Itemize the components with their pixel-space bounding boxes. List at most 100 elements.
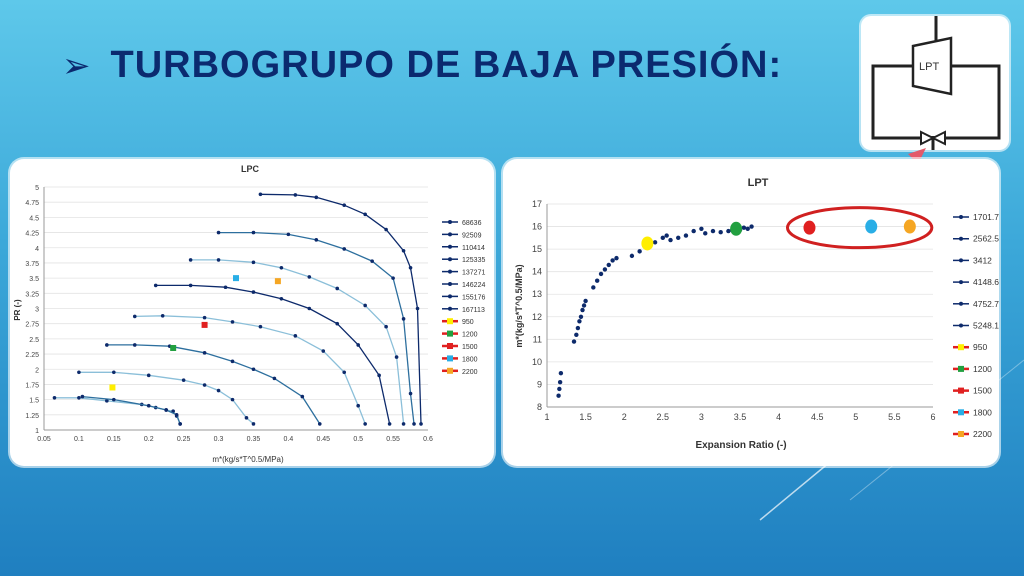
y-tick-label: 12	[532, 312, 542, 322]
data-point	[202, 315, 207, 320]
lpc-chart-panel: LPC PR (-) m*(kg/s*T^0.5/MPa) 1 1.25 1.5 1.…	[10, 159, 494, 466]
x-tick-label: 1	[544, 412, 549, 422]
x-tick-label: 0.25	[177, 436, 191, 443]
legend-label: 1500	[973, 386, 992, 396]
data-point	[146, 373, 151, 378]
data-point	[202, 383, 207, 387]
data-point	[574, 332, 579, 338]
y-tick-label: 1.5	[29, 398, 39, 405]
data-point	[216, 388, 221, 393]
data-point	[279, 296, 284, 301]
legend-marker	[958, 387, 964, 394]
data-point	[384, 227, 388, 232]
lpc-chart: LPC PR (-) m*(kg/s*T^0.5/MPa) 1 1.25 1.5 1.…	[13, 164, 485, 464]
data-point	[77, 396, 81, 400]
y-tick-label: 4.5	[29, 215, 39, 222]
x-tick-label: 0.4	[283, 436, 293, 443]
data-point	[598, 271, 604, 277]
y-tick-label: 17	[532, 199, 542, 209]
y-tick-label: 2.25	[25, 352, 39, 359]
data-point	[591, 285, 596, 290]
data-point	[408, 391, 413, 396]
legend-marker	[959, 323, 963, 328]
legend-marker	[448, 294, 452, 299]
data-point	[726, 228, 731, 234]
y-tick-label: 3	[35, 307, 39, 314]
data-point	[578, 314, 584, 319]
data-point	[202, 351, 207, 355]
data-point	[558, 370, 564, 376]
data-point	[571, 339, 577, 344]
y-tick-label: 3.25	[25, 291, 39, 298]
data-point	[132, 314, 137, 319]
x-tick-label: 6	[930, 412, 935, 422]
data-point	[370, 259, 374, 263]
data-point	[556, 393, 561, 398]
y-tick-label: 5	[35, 185, 39, 192]
x-tick-label: 0.05	[37, 436, 51, 443]
data-point	[105, 399, 109, 403]
operating-point	[865, 219, 878, 234]
data-point	[230, 397, 235, 402]
data-point	[745, 226, 750, 232]
data-point	[683, 233, 689, 238]
data-point	[408, 265, 413, 270]
y-tick-label: 2.75	[25, 322, 39, 329]
y-tick-label: 1	[35, 428, 39, 435]
data-point	[251, 290, 256, 294]
series-line	[190, 259, 405, 424]
legend-marker	[447, 367, 453, 374]
lpt-chart-panel: LPT m*(kg/s*T^0.5/MPa) Expansion Ratio (…	[503, 159, 999, 466]
data-point	[602, 267, 608, 272]
x-tick-label: 0.2	[144, 436, 154, 443]
data-point	[363, 212, 367, 217]
y-tick-label: 1.75	[25, 382, 39, 389]
data-point	[153, 283, 158, 288]
data-point	[181, 378, 186, 382]
data-point	[363, 303, 367, 308]
chart-title: LPC	[241, 164, 260, 174]
data-point	[251, 260, 256, 265]
highlight-ellipse	[785, 206, 934, 250]
data-point	[230, 320, 235, 324]
data-point	[356, 343, 360, 347]
data-point	[244, 416, 249, 420]
data-point	[146, 403, 151, 408]
y-tick-label: 8	[537, 402, 542, 412]
legend-marker	[958, 409, 964, 416]
data-point	[279, 265, 284, 270]
legend-label: 4752.77	[973, 299, 999, 309]
data-point	[112, 397, 116, 402]
data-point	[164, 408, 168, 412]
data-point	[668, 237, 673, 243]
data-point	[401, 422, 406, 426]
data-point	[335, 321, 340, 326]
data-point	[223, 285, 228, 290]
legend-marker	[448, 220, 452, 224]
x-tick-label: 0.3	[214, 436, 224, 443]
x-tick-label: 3.5	[734, 412, 747, 422]
data-point	[258, 324, 263, 329]
legend-label: 155176	[462, 294, 485, 301]
y-tick-label: 9	[537, 379, 542, 389]
data-point	[307, 275, 312, 279]
y-tick-label: 10	[532, 357, 542, 367]
data-point	[293, 334, 298, 338]
data-point	[401, 317, 406, 321]
y-axis-label: PR (-)	[13, 299, 22, 321]
legend-label: 68636	[462, 220, 482, 227]
legend-marker	[958, 431, 964, 437]
legend-label: 110414	[462, 245, 485, 252]
series-line	[134, 315, 366, 425]
data-point	[581, 303, 587, 308]
legend-label: 2200	[462, 369, 478, 376]
series-line	[218, 231, 415, 424]
legend-label: 950	[462, 319, 474, 326]
data-point	[606, 262, 611, 268]
legend-marker	[959, 236, 963, 241]
x-tick-label: 2.5	[657, 412, 670, 422]
x-tick-label: 1.5	[579, 412, 592, 422]
data-point	[377, 373, 381, 378]
data-point	[251, 230, 256, 235]
data-point	[401, 248, 406, 253]
